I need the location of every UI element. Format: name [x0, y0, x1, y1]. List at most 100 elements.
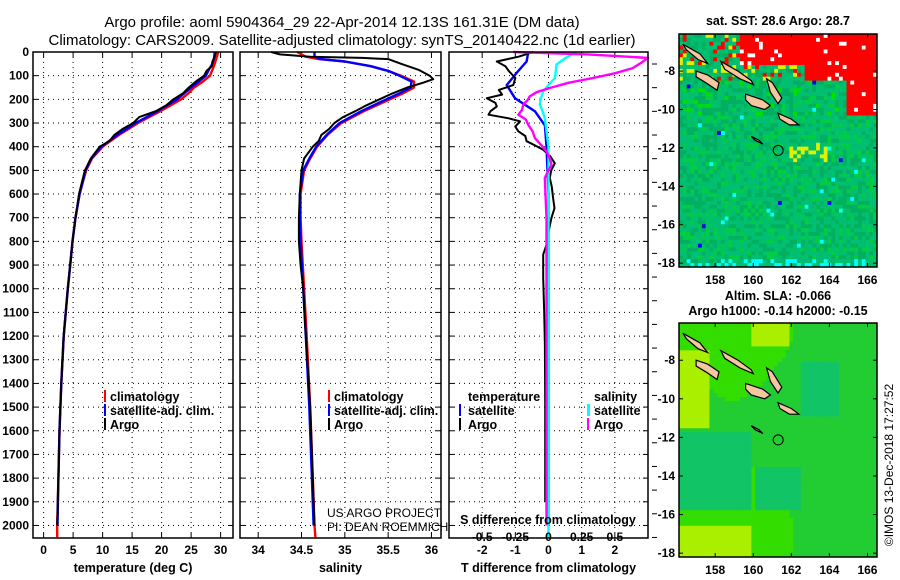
- map-cell: [846, 92, 851, 97]
- map-cell: [720, 235, 726, 241]
- map-cell: [846, 385, 851, 390]
- map-cell: [686, 204, 691, 210]
- map-cell: [698, 408, 703, 414]
- map-cell: [850, 138, 855, 144]
- map-cell: [766, 334, 771, 340]
- map-cell: [766, 53, 771, 58]
- map-cell: [728, 119, 733, 124]
- map-cell: [690, 185, 695, 190]
- map-cell: [774, 34, 779, 39]
- map-cell: [720, 158, 726, 163]
- map-cell: [717, 181, 722, 186]
- map-cell: [823, 185, 828, 190]
- map-cell: [713, 342, 718, 347]
- map-cell: [831, 412, 836, 418]
- map-cell: [816, 235, 821, 241]
- map-cell: [831, 57, 836, 62]
- map-cell: [736, 373, 741, 379]
- map-cell: [816, 177, 821, 183]
- map-cell: [857, 239, 863, 245]
- map-cell: [770, 362, 775, 367]
- map-cell: [747, 53, 752, 58]
- map-cell: [747, 323, 752, 328]
- map-cell: [800, 228, 806, 233]
- map-cell: [732, 330, 737, 336]
- map-cell: [766, 41, 771, 47]
- map-cell: [781, 232, 787, 237]
- map-cell: [690, 181, 695, 186]
- map-cell: [800, 189, 806, 194]
- map-cell: [793, 49, 798, 54]
- map-cell: [698, 216, 703, 221]
- map-cell: [717, 338, 722, 343]
- map-cell: [857, 346, 863, 351]
- map-cell: [739, 197, 745, 202]
- map-cell: [686, 377, 691, 382]
- map-cell: [804, 389, 809, 394]
- map-cell: [728, 228, 733, 233]
- map-cell: [778, 103, 783, 109]
- map-cell: [724, 146, 729, 151]
- map-cell: [724, 362, 729, 367]
- map-cell: [762, 334, 768, 340]
- map-cell: [705, 88, 710, 93]
- map-cell: [812, 243, 817, 249]
- map-cell: [854, 115, 859, 120]
- map-cell: [755, 193, 760, 198]
- map-cell: [720, 123, 726, 128]
- map-cell: [850, 107, 855, 113]
- map-cell: [846, 107, 851, 113]
- map-cell: [709, 216, 714, 221]
- map-cell: [766, 142, 771, 148]
- map-cell: [679, 162, 684, 167]
- map-cell: [857, 412, 863, 418]
- map-cell: [785, 53, 790, 58]
- map-cell: [682, 350, 688, 355]
- map-cell: [778, 154, 783, 159]
- map-cell: [755, 158, 760, 163]
- map-cell: [698, 381, 703, 386]
- map-cell: [816, 204, 821, 210]
- map-cell: [819, 134, 825, 140]
- map-cell: [736, 232, 741, 237]
- map-cell: [774, 428, 779, 433]
- map-cell: [808, 72, 813, 78]
- map-cell: [736, 251, 741, 256]
- map-cell: [701, 228, 707, 233]
- map-cell: [751, 326, 756, 332]
- map-cell: [831, 68, 836, 74]
- map-cell: [827, 115, 832, 120]
- map-cell: [739, 397, 745, 402]
- map-cell: [705, 334, 710, 340]
- map-cell: [838, 41, 844, 47]
- map-cell: [739, 107, 745, 113]
- map-cell: [800, 247, 806, 252]
- map-cell: [797, 119, 802, 124]
- map-cell: [766, 208, 771, 214]
- map-cell: [808, 255, 813, 260]
- map-cell: [827, 255, 832, 260]
- map-cell: [728, 216, 733, 221]
- map-cell: [751, 166, 756, 171]
- map-cell: [766, 123, 771, 128]
- map-cell: [682, 169, 688, 175]
- map-cell: [850, 80, 855, 85]
- map-cell: [846, 158, 851, 163]
- map-cell: [793, 177, 798, 183]
- island: [719, 60, 755, 86]
- map-cell: [739, 428, 745, 433]
- map-cell: [743, 389, 749, 394]
- map-cell: [751, 76, 756, 82]
- map-cell: [728, 200, 733, 206]
- map-cell: [797, 232, 802, 237]
- map-cell: [819, 330, 825, 336]
- map-cell: [835, 259, 840, 264]
- map-cell: [838, 123, 844, 128]
- map-cell: [823, 193, 828, 198]
- map-cell: [755, 80, 760, 85]
- map-cell: [865, 420, 870, 425]
- map-cell: [808, 208, 813, 214]
- map-cell: [785, 208, 790, 214]
- map-cell: [854, 53, 859, 58]
- map-cell: [793, 377, 798, 382]
